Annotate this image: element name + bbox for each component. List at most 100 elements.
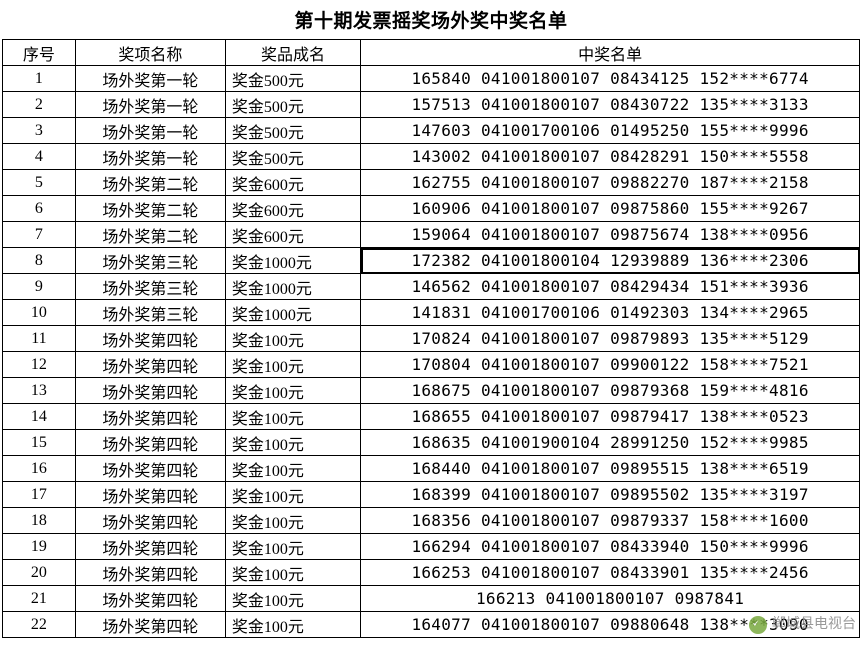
table-row: 18场外奖第四轮奖金100元168356 041001800107 098793… [3,508,860,534]
cell-seq: 14 [3,404,76,430]
cell-prize: 奖金600元 [225,222,360,248]
cell-winner: 160906 041001800107 09875860 155****9267 [361,196,860,222]
cell-winner: 168675 041001800107 09879368 159****4816 [361,378,860,404]
cell-award: 场外奖第四轮 [75,586,225,612]
cell-prize: 奖金500元 [225,66,360,92]
table-header-row: 序号 奖项名称 奖品成名 中奖名单 [3,40,860,66]
table-row: 2场外奖第一轮奖金500元157513 041001800107 0843072… [3,92,860,118]
cell-seq: 17 [3,482,76,508]
cell-winner: 166213 041001800107 0987841 [361,586,860,612]
cell-award: 场外奖第四轮 [75,482,225,508]
cell-seq: 5 [3,170,76,196]
cell-award: 场外奖第一轮 [75,92,225,118]
cell-award: 场外奖第一轮 [75,66,225,92]
cell-seq: 10 [3,300,76,326]
cell-winner: 168440 041001800107 09895515 138****6519 [361,456,860,482]
page-title: 第十期发票摇奖场外奖中奖名单 [2,2,860,39]
cell-award: 场外奖第四轮 [75,352,225,378]
table-row: 20场外奖第四轮奖金100元166253 041001800107 084339… [3,560,860,586]
cell-winner: 157513 041001800107 08430722 135****3133 [361,92,860,118]
table-row: 12场外奖第四轮奖金100元170804 041001800107 099001… [3,352,860,378]
cell-winner: 166253 041001800107 08433901 135****2456 [361,560,860,586]
cell-award: 场外奖第四轮 [75,378,225,404]
cell-award: 场外奖第四轮 [75,508,225,534]
cell-prize: 奖金100元 [225,352,360,378]
cell-prize: 奖金600元 [225,196,360,222]
cell-seq: 19 [3,534,76,560]
cell-winner: 147603 041001700106 01495250 155****9996 [361,118,860,144]
cell-award: 场外奖第四轮 [75,534,225,560]
table-row: 3场外奖第一轮奖金500元147603 041001700106 0149525… [3,118,860,144]
cell-prize: 奖金100元 [225,586,360,612]
cell-award: 场外奖第二轮 [75,222,225,248]
cell-prize: 奖金1000元 [225,300,360,326]
cell-prize: 奖金500元 [225,144,360,170]
col-header-prize: 奖品成名 [225,40,360,66]
cell-award: 场外奖第三轮 [75,300,225,326]
table-row: 6场外奖第二轮奖金600元160906 041001800107 0987586… [3,196,860,222]
cell-seq: 8 [3,248,76,274]
cell-seq: 9 [3,274,76,300]
table-row: 1场外奖第一轮奖金500元165840 041001800107 0843412… [3,66,860,92]
cell-seq: 18 [3,508,76,534]
cell-seq: 2 [3,92,76,118]
cell-prize: 奖金100元 [225,534,360,560]
cell-prize: 奖金100元 [225,456,360,482]
table-row: 5场外奖第二轮奖金600元162755 041001800107 0988227… [3,170,860,196]
table-row: 13场外奖第四轮奖金100元168675 041001800107 098793… [3,378,860,404]
cell-seq: 3 [3,118,76,144]
cell-winner: 165840 041001800107 08434125 152****6774 [361,66,860,92]
cell-prize: 奖金100元 [225,612,360,638]
table-row: 16场外奖第四轮奖金100元168440 041001800107 098955… [3,456,860,482]
cell-seq: 15 [3,430,76,456]
cell-winner: 170804 041001800107 09900122 158****7521 [361,352,860,378]
cell-winner: 166294 041001800107 08433940 150****9996 [361,534,860,560]
table-row: 9场外奖第三轮奖金1000元146562 041001800107 084294… [3,274,860,300]
cell-prize: 奖金500元 [225,92,360,118]
cell-prize: 奖金100元 [225,508,360,534]
cell-winner: 170824 041001800107 09879893 135****5129 [361,326,860,352]
cell-award: 场外奖第一轮 [75,118,225,144]
cell-award: 场外奖第一轮 [75,144,225,170]
col-header-winner: 中奖名单 [361,40,860,66]
cell-prize: 奖金100元 [225,378,360,404]
cell-seq: 6 [3,196,76,222]
winners-table: 序号 奖项名称 奖品成名 中奖名单 1场外奖第一轮奖金500元165840 04… [2,39,860,638]
cell-prize: 奖金500元 [225,118,360,144]
cell-prize: 奖金100元 [225,326,360,352]
table-row: 11场外奖第四轮奖金100元170824 041001800107 098798… [3,326,860,352]
table-row: 14场外奖第四轮奖金100元168655 041001800107 098794… [3,404,860,430]
cell-seq: 21 [3,586,76,612]
col-header-award: 奖项名称 [75,40,225,66]
cell-prize: 奖金100元 [225,430,360,456]
cell-award: 场外奖第四轮 [75,326,225,352]
col-header-seq: 序号 [3,40,76,66]
cell-prize: 奖金1000元 [225,248,360,274]
cell-winner: 164077 041001800107 09880648 138****3090 [361,612,860,638]
cell-seq: 4 [3,144,76,170]
cell-winner: 159064 041001800107 09875674 138****0956 [361,222,860,248]
cell-prize: 奖金1000元 [225,274,360,300]
cell-winner: 141831 041001700106 01492303 134****2965 [361,300,860,326]
cell-prize: 奖金600元 [225,170,360,196]
table-row: 8场外奖第三轮奖金1000元172382 041001800104 129398… [3,248,860,274]
table-row: 7场外奖第二轮奖金600元159064 041001800107 0987567… [3,222,860,248]
cell-winner: 168635 041001900104 28991250 152****9985 [361,430,860,456]
cell-award: 场外奖第三轮 [75,274,225,300]
cell-seq: 13 [3,378,76,404]
cell-seq: 22 [3,612,76,638]
cell-seq: 11 [3,326,76,352]
cell-award: 场外奖第四轮 [75,456,225,482]
cell-winner: 143002 041001800107 08428291 150****5558 [361,144,860,170]
cell-winner: 162755 041001800107 09882270 187****2158 [361,170,860,196]
table-row: 10场外奖第三轮奖金1000元141831 041001700106 01492… [3,300,860,326]
table-row: 17场外奖第四轮奖金100元168399 041001800107 098955… [3,482,860,508]
cell-prize: 奖金100元 [225,404,360,430]
cell-winner: 146562 041001800107 08429434 151****3936 [361,274,860,300]
table-row: 19场外奖第四轮奖金100元166294 041001800107 084339… [3,534,860,560]
cell-prize: 奖金100元 [225,482,360,508]
cell-seq: 20 [3,560,76,586]
cell-winner: 168399 041001800107 09895502 135****3197 [361,482,860,508]
table-row: 22场外奖第四轮奖金100元164077 041001800107 098806… [3,612,860,638]
cell-seq: 12 [3,352,76,378]
